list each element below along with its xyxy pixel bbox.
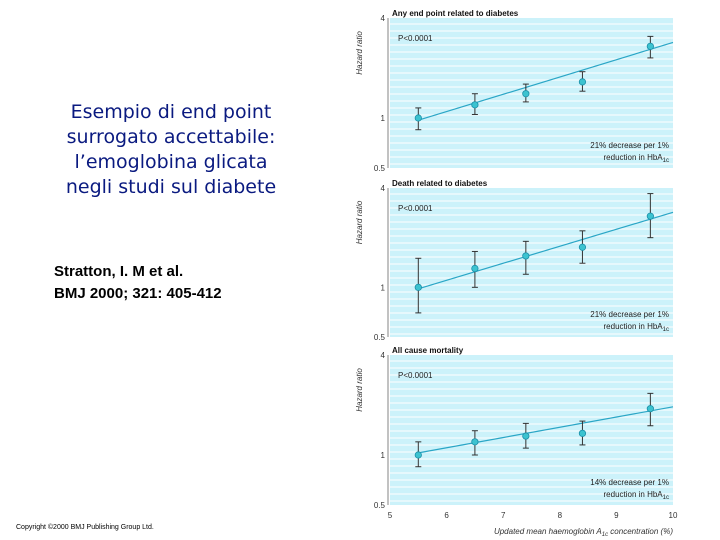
data-point [414,451,422,459]
data-point [578,78,587,86]
data-point [578,429,587,437]
plot-area [390,188,673,337]
y-tick-label: 1 [381,283,386,292]
y-tick-label: 4 [381,14,386,23]
data-point [414,114,422,122]
y-tick-label: 0.5 [374,501,386,510]
data-point [471,101,479,109]
y-tick-label: 0.5 [374,164,386,173]
citation-authors: Stratton, I. M et al. [54,263,184,280]
y-axis-label: Hazard ratio [355,31,364,75]
y-tick-label: 4 [381,184,386,193]
p-value: P<0.0001 [398,204,433,213]
fit-line [418,211,674,290]
fit-line [418,406,674,454]
data-point [646,212,654,220]
data-point [414,283,422,291]
chart-panel-2: 0.5 1 4 Hazard ratio Death related to diabet… [355,179,674,342]
data-point [522,252,530,260]
data-point [578,243,587,251]
citation-journal: BMJ 2000; 321: 405-412 [54,285,222,302]
annotation-line-1: 21% decrease per 1% [590,310,669,319]
data-point [522,432,530,440]
p-value: P<0.0001 [398,34,433,43]
annotation-line-1: 21% decrease per 1% [590,141,669,150]
y-axis-label: Hazard ratio [355,200,364,244]
data-point [471,264,479,273]
hazard-ratio-charts: 0.5 1 4 Hazard ratio Any end point related t… [355,9,678,538]
x-tick-label: 5 [388,511,393,520]
chart-panel-3: 0.5 1 4 Hazard ratio All cause mortality P<0.… [355,346,674,510]
y-tick-label: 4 [381,351,386,360]
annotation-line-1: 14% decrease per 1% [590,478,669,487]
y-tick-label: 1 [381,114,386,123]
panel-title: Death related to diabetes [392,179,488,188]
x-tick-label: 10 [669,511,678,520]
fit-line [418,41,674,121]
panel-title: Any end point related to diabetes [392,9,519,18]
data-point [471,438,479,446]
annotation-line-2: reduction in HbA1c [604,153,670,164]
x-tick-label: 9 [614,511,619,520]
y-axis-label: Hazard ratio [355,368,364,412]
data-point [646,405,654,413]
x-tick-label: 6 [444,511,449,520]
annotation-line-2: reduction in HbA1c [604,490,670,501]
x-axis-label: Updated mean haemoglobin A1c concentrati… [494,527,673,538]
chart-panel-1: 0.5 1 4 Hazard ratio Any end point related t… [355,9,674,173]
annotation-line-2: reduction in HbA1c [604,322,670,333]
y-tick-label: 1 [381,451,386,460]
slide-title: Esempio di end point surrogato accettabi… [65,101,277,198]
y-tick-label: 0.5 [374,333,386,342]
x-tick-label: 7 [501,511,506,520]
panel-title: All cause mortality [392,346,464,355]
copyright-notice: Copyright ©2000 BMJ Publishing Group Ltd… [16,524,154,531]
x-tick-label: 8 [558,511,563,520]
p-value: P<0.0001 [398,371,433,380]
data-point [522,90,530,98]
data-point [646,42,654,50]
